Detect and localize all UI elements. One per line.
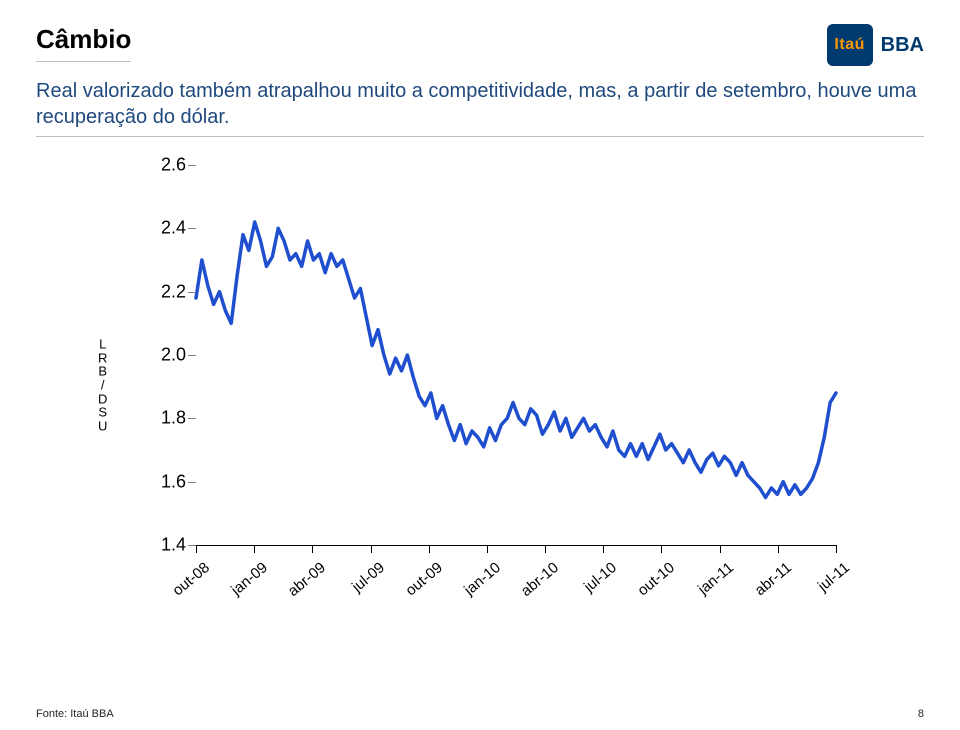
x-tick-mark xyxy=(836,545,837,553)
x-tick-mark xyxy=(254,545,255,553)
x-tick-label: abr-11 xyxy=(738,559,795,611)
y-tick-label: 1.4 xyxy=(161,535,186,556)
x-tick-mark xyxy=(661,545,662,553)
slide-footer: Fonte: Itaú BBA 8 xyxy=(36,708,924,720)
x-tick-mark xyxy=(720,545,721,553)
line-series xyxy=(196,222,836,498)
title-block: Câmbio xyxy=(36,24,131,74)
brand-logo: Itaú BBA xyxy=(827,24,924,66)
x-tick-label: out-09 xyxy=(389,559,446,611)
x-tick-label: jan-10 xyxy=(447,559,504,611)
x-tick-mark xyxy=(371,545,372,553)
x-tick-label: jul-09 xyxy=(331,559,388,611)
plot-area xyxy=(196,165,836,545)
y-tick-label: 2.6 xyxy=(161,155,186,176)
y-tick-label: 2.4 xyxy=(161,218,186,239)
x-tick-label: abr-10 xyxy=(505,559,562,611)
x-tick-label: abr-09 xyxy=(272,559,329,611)
x-tick-mark xyxy=(603,545,604,553)
y-tick-label: 1.8 xyxy=(161,408,186,429)
footer-page-number: 8 xyxy=(918,708,924,720)
exchange-rate-chart: LRB/DSU 1.41.61.82.02.22.42.6 out-08jan-… xyxy=(116,165,876,605)
x-tick-label: jan-09 xyxy=(214,559,271,611)
x-tick-mark xyxy=(429,545,430,553)
y-tick-label: 2.2 xyxy=(161,281,186,302)
y-tick-label: 1.6 xyxy=(161,471,186,492)
logo-suffix: BBA xyxy=(881,34,924,57)
logo-square-icon: Itaú xyxy=(827,24,873,66)
x-axis-line xyxy=(196,545,836,546)
slide-root: Câmbio Itaú BBA Real valorizado também a… xyxy=(0,0,960,730)
x-tick-label: jan-11 xyxy=(680,559,737,611)
x-tick-mark xyxy=(312,545,313,553)
y-tick-label: 2.0 xyxy=(161,345,186,366)
x-tick-label: jul-11 xyxy=(796,559,853,611)
x-tick-mark xyxy=(196,545,197,553)
x-tick-mark xyxy=(545,545,546,553)
slide-subtitle: Real valorizado também atrapalhou muito … xyxy=(36,78,924,130)
x-tick-mark xyxy=(778,545,779,553)
line-series-svg xyxy=(196,165,836,545)
x-tick-mark xyxy=(487,545,488,553)
divider xyxy=(36,136,924,137)
y-axis: 1.41.61.82.02.22.42.6 xyxy=(116,165,196,545)
footer-source: Fonte: Itaú BBA xyxy=(36,708,114,720)
x-tick-label: jul-10 xyxy=(563,559,620,611)
slide-header: Câmbio Itaú BBA xyxy=(36,24,924,74)
slide-title: Câmbio xyxy=(36,24,131,62)
x-tick-label: out-08 xyxy=(156,559,213,611)
y-axis-title: LRB/DSU xyxy=(98,337,107,432)
x-tick-label: out-10 xyxy=(621,559,678,611)
logo-square-text: Itaú xyxy=(834,36,864,54)
